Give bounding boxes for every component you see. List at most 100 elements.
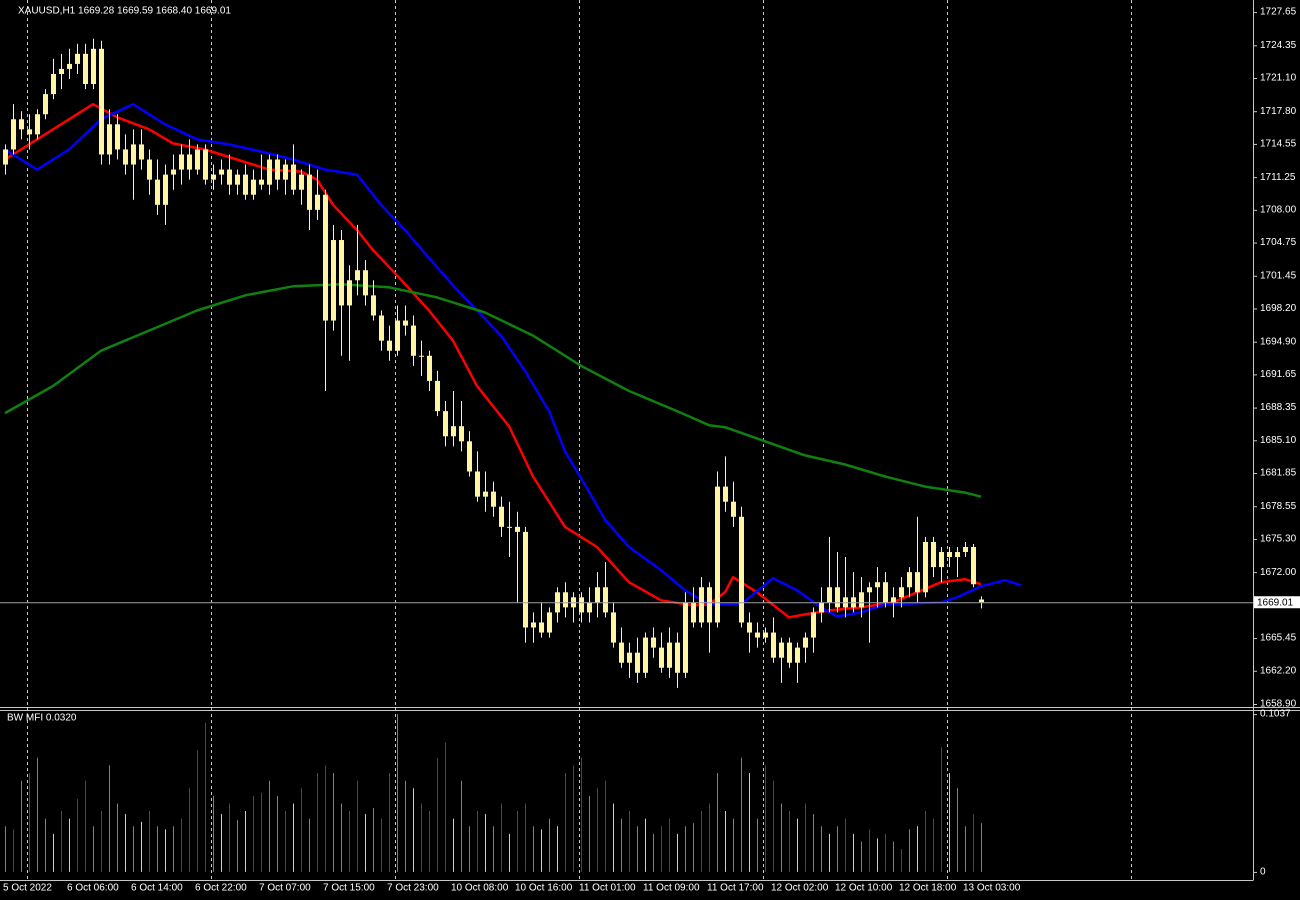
candle-body [35, 114, 40, 135]
candle-body [779, 642, 784, 658]
candle-body [619, 642, 624, 663]
candle-body [491, 491, 496, 507]
x-tick-label: 10 Oct 08:00 [451, 883, 509, 894]
candle-body [267, 159, 272, 185]
y-tick-label: 1704.75 [1260, 237, 1297, 248]
x-tick-label: 12 Oct 02:00 [771, 883, 829, 894]
candle-body [211, 174, 216, 180]
candle-body [291, 164, 296, 190]
candle-body [435, 380, 440, 412]
candle-body [755, 632, 760, 638]
candle-body [675, 642, 680, 673]
x-tick-label: 11 Oct 17:00 [707, 883, 764, 894]
candle-body [115, 124, 120, 150]
candle-body [651, 637, 656, 648]
candle-body [763, 632, 768, 638]
candle-body [739, 516, 744, 623]
candle-body [387, 340, 392, 351]
candle-body [635, 652, 640, 673]
y-tick-label: 1685.10 [1260, 435, 1297, 446]
candle-body [867, 587, 872, 593]
x-tick-label: 10 Oct 16:00 [515, 883, 573, 894]
candle-body [395, 320, 400, 351]
candle-body [667, 642, 672, 668]
candle-body [595, 587, 600, 603]
candle-body [691, 602, 696, 623]
candle-body [11, 119, 16, 150]
candle-body [795, 647, 800, 663]
y-tick-label: 1724.35 [1260, 40, 1297, 51]
y-tick-label: 1717.80 [1260, 106, 1297, 117]
candle-body [787, 642, 792, 663]
candle-body [579, 597, 584, 613]
candle-body [75, 53, 80, 64]
candle-body [483, 491, 488, 497]
candle-body [147, 159, 152, 180]
candle-body [915, 572, 920, 593]
candle-body [835, 587, 840, 608]
x-tick-label: 7 Oct 07:00 [259, 883, 311, 894]
y-tick-label: 1721.10 [1260, 73, 1297, 84]
candle-body [979, 599, 984, 603]
candle-body [283, 164, 288, 180]
candle-body [163, 174, 168, 205]
candle-body [539, 622, 544, 633]
y-tick-label: 1714.55 [1260, 139, 1297, 150]
candle-body [603, 587, 608, 613]
candle-body [587, 602, 592, 613]
candle-body [323, 194, 328, 321]
candle-body [155, 179, 160, 205]
candle-body [627, 652, 632, 663]
candle-body [947, 552, 952, 558]
candle-body [355, 270, 360, 281]
candle-body [403, 320, 408, 326]
candle-body [195, 149, 200, 170]
x-tick-label: 7 Oct 15:00 [323, 883, 375, 894]
candle-body [219, 169, 224, 175]
y-tick-label: 1681.85 [1260, 468, 1297, 479]
candle-body [51, 73, 56, 95]
candle-body [547, 612, 552, 633]
candle-body [523, 531, 528, 628]
candle-body [67, 63, 72, 69]
candle-body [859, 592, 864, 608]
y-tick-label: 1698.20 [1260, 303, 1297, 314]
candle-body [243, 174, 248, 195]
candle-body [731, 501, 736, 517]
candle-body [187, 154, 192, 170]
candle-body [347, 280, 352, 306]
y-tick-label: 0.1037 [1260, 709, 1291, 720]
indicator-header: BW MFI 0.0320 [7, 713, 77, 724]
candle-body [939, 552, 944, 568]
candle-body [443, 411, 448, 437]
candle-body [747, 622, 752, 633]
candle-body [203, 149, 208, 180]
candle-body [467, 441, 472, 472]
candle-body [451, 426, 456, 437]
last-price-box [1254, 596, 1300, 609]
candle-body [803, 637, 808, 648]
x-tick-label: 11 Oct 01:00 [579, 883, 636, 894]
candle-body [363, 270, 368, 296]
candle-body [427, 355, 432, 381]
y-tick-label: 1678.55 [1260, 501, 1297, 512]
candle-body [27, 129, 32, 135]
candle-body [411, 325, 416, 356]
candle-body [971, 546, 976, 585]
candle-body [179, 154, 184, 170]
y-tick-label: 1711.25 [1260, 172, 1296, 183]
candle-body [275, 159, 280, 180]
candle-body [371, 295, 376, 316]
candle-body [379, 315, 384, 341]
moving-average [4, 283, 982, 498]
symbol-header: XAUUSD,H1 1669.28 1669.59 1668.40 1669.0… [18, 6, 231, 17]
candle-body [699, 587, 704, 623]
y-tick-label: 1701.45 [1260, 270, 1297, 281]
candle-body [819, 602, 824, 613]
y-tick-label: 1658.90 [1260, 699, 1297, 710]
candle-body [307, 174, 312, 210]
x-tick-label: 12 Oct 10:00 [835, 883, 893, 894]
